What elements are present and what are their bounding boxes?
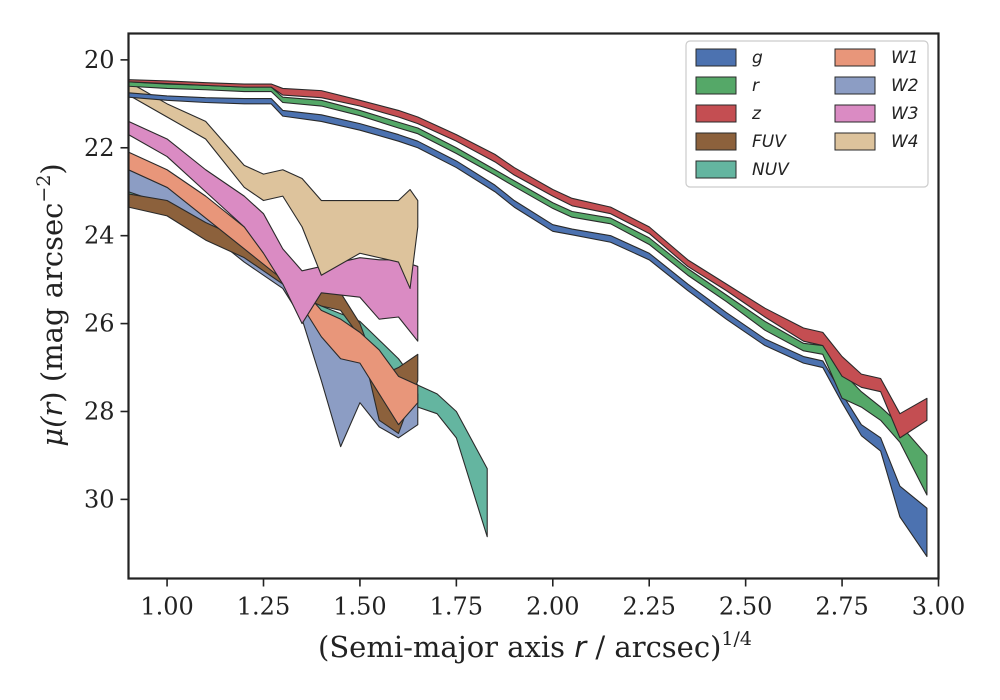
y-tick-label: 30 xyxy=(84,485,115,513)
legend-label-w4: W4 xyxy=(891,132,919,152)
y-tick-label: 20 xyxy=(84,46,115,74)
legend-swatch-z xyxy=(695,104,737,123)
legend: grz FUV NUV W1 W2 W3 W4 xyxy=(685,40,929,188)
series-band-z xyxy=(127,79,928,439)
legend-label-w3: W3 xyxy=(891,104,919,124)
series-band-g xyxy=(127,92,928,558)
legend-label-w1: W1 xyxy=(891,48,919,68)
legend-label-fuv: FUV xyxy=(752,132,787,152)
legend-label-nuv: NUV xyxy=(752,160,790,180)
x-tick-label: 2.50 xyxy=(719,593,772,621)
y-tick-label: 28 xyxy=(84,397,115,425)
series-layer xyxy=(127,79,928,558)
legend-swatch-fuv xyxy=(695,132,737,151)
x-tick-label: 1.25 xyxy=(237,593,290,621)
series-band-w4 xyxy=(127,81,419,289)
x-tick-label: 2.75 xyxy=(815,593,868,621)
y-tick-label: 24 xyxy=(84,222,115,250)
x-axis: 1.00 1.25 1.50 1.75 2.00 2.25 2.50 2.75 3.00 xyxy=(140,578,965,621)
legend-swatch-nuv xyxy=(695,160,737,179)
legend-swatch-g xyxy=(695,48,737,67)
legend-label-w2: W2 xyxy=(891,76,919,96)
x-tick-label: 2.25 xyxy=(622,593,675,621)
y-axis-title: μ(r) (mag arcsec−2) xyxy=(33,163,69,447)
y-tick-label: 22 xyxy=(84,134,115,162)
x-tick-label: 1.50 xyxy=(333,593,386,621)
plot-frame xyxy=(127,32,940,580)
legend-swatch-w1 xyxy=(834,48,876,67)
legend-label-g: g xyxy=(752,48,763,68)
x-tick-label: 1.75 xyxy=(430,593,483,621)
y-tick-label: 26 xyxy=(84,310,115,338)
x-tick-label: 1.00 xyxy=(140,593,193,621)
x-axis-title: (Semi-major axis r / arcsec)1/4 xyxy=(318,628,752,664)
legend-swatch-w2 xyxy=(834,76,876,95)
y-axis: 20 22 24 26 28 30 xyxy=(84,46,129,513)
x-tick-label: 3.00 xyxy=(912,593,965,621)
legend-label-z: z xyxy=(751,104,762,124)
legend-label-r: r xyxy=(752,76,760,96)
series-band-w3 xyxy=(127,120,419,342)
legend-swatch-w3 xyxy=(834,104,876,123)
legend-swatch-r xyxy=(695,76,737,95)
series-band-r xyxy=(127,81,928,496)
x-tick-label: 2.00 xyxy=(526,593,579,621)
legend-swatch-w4 xyxy=(834,132,876,151)
